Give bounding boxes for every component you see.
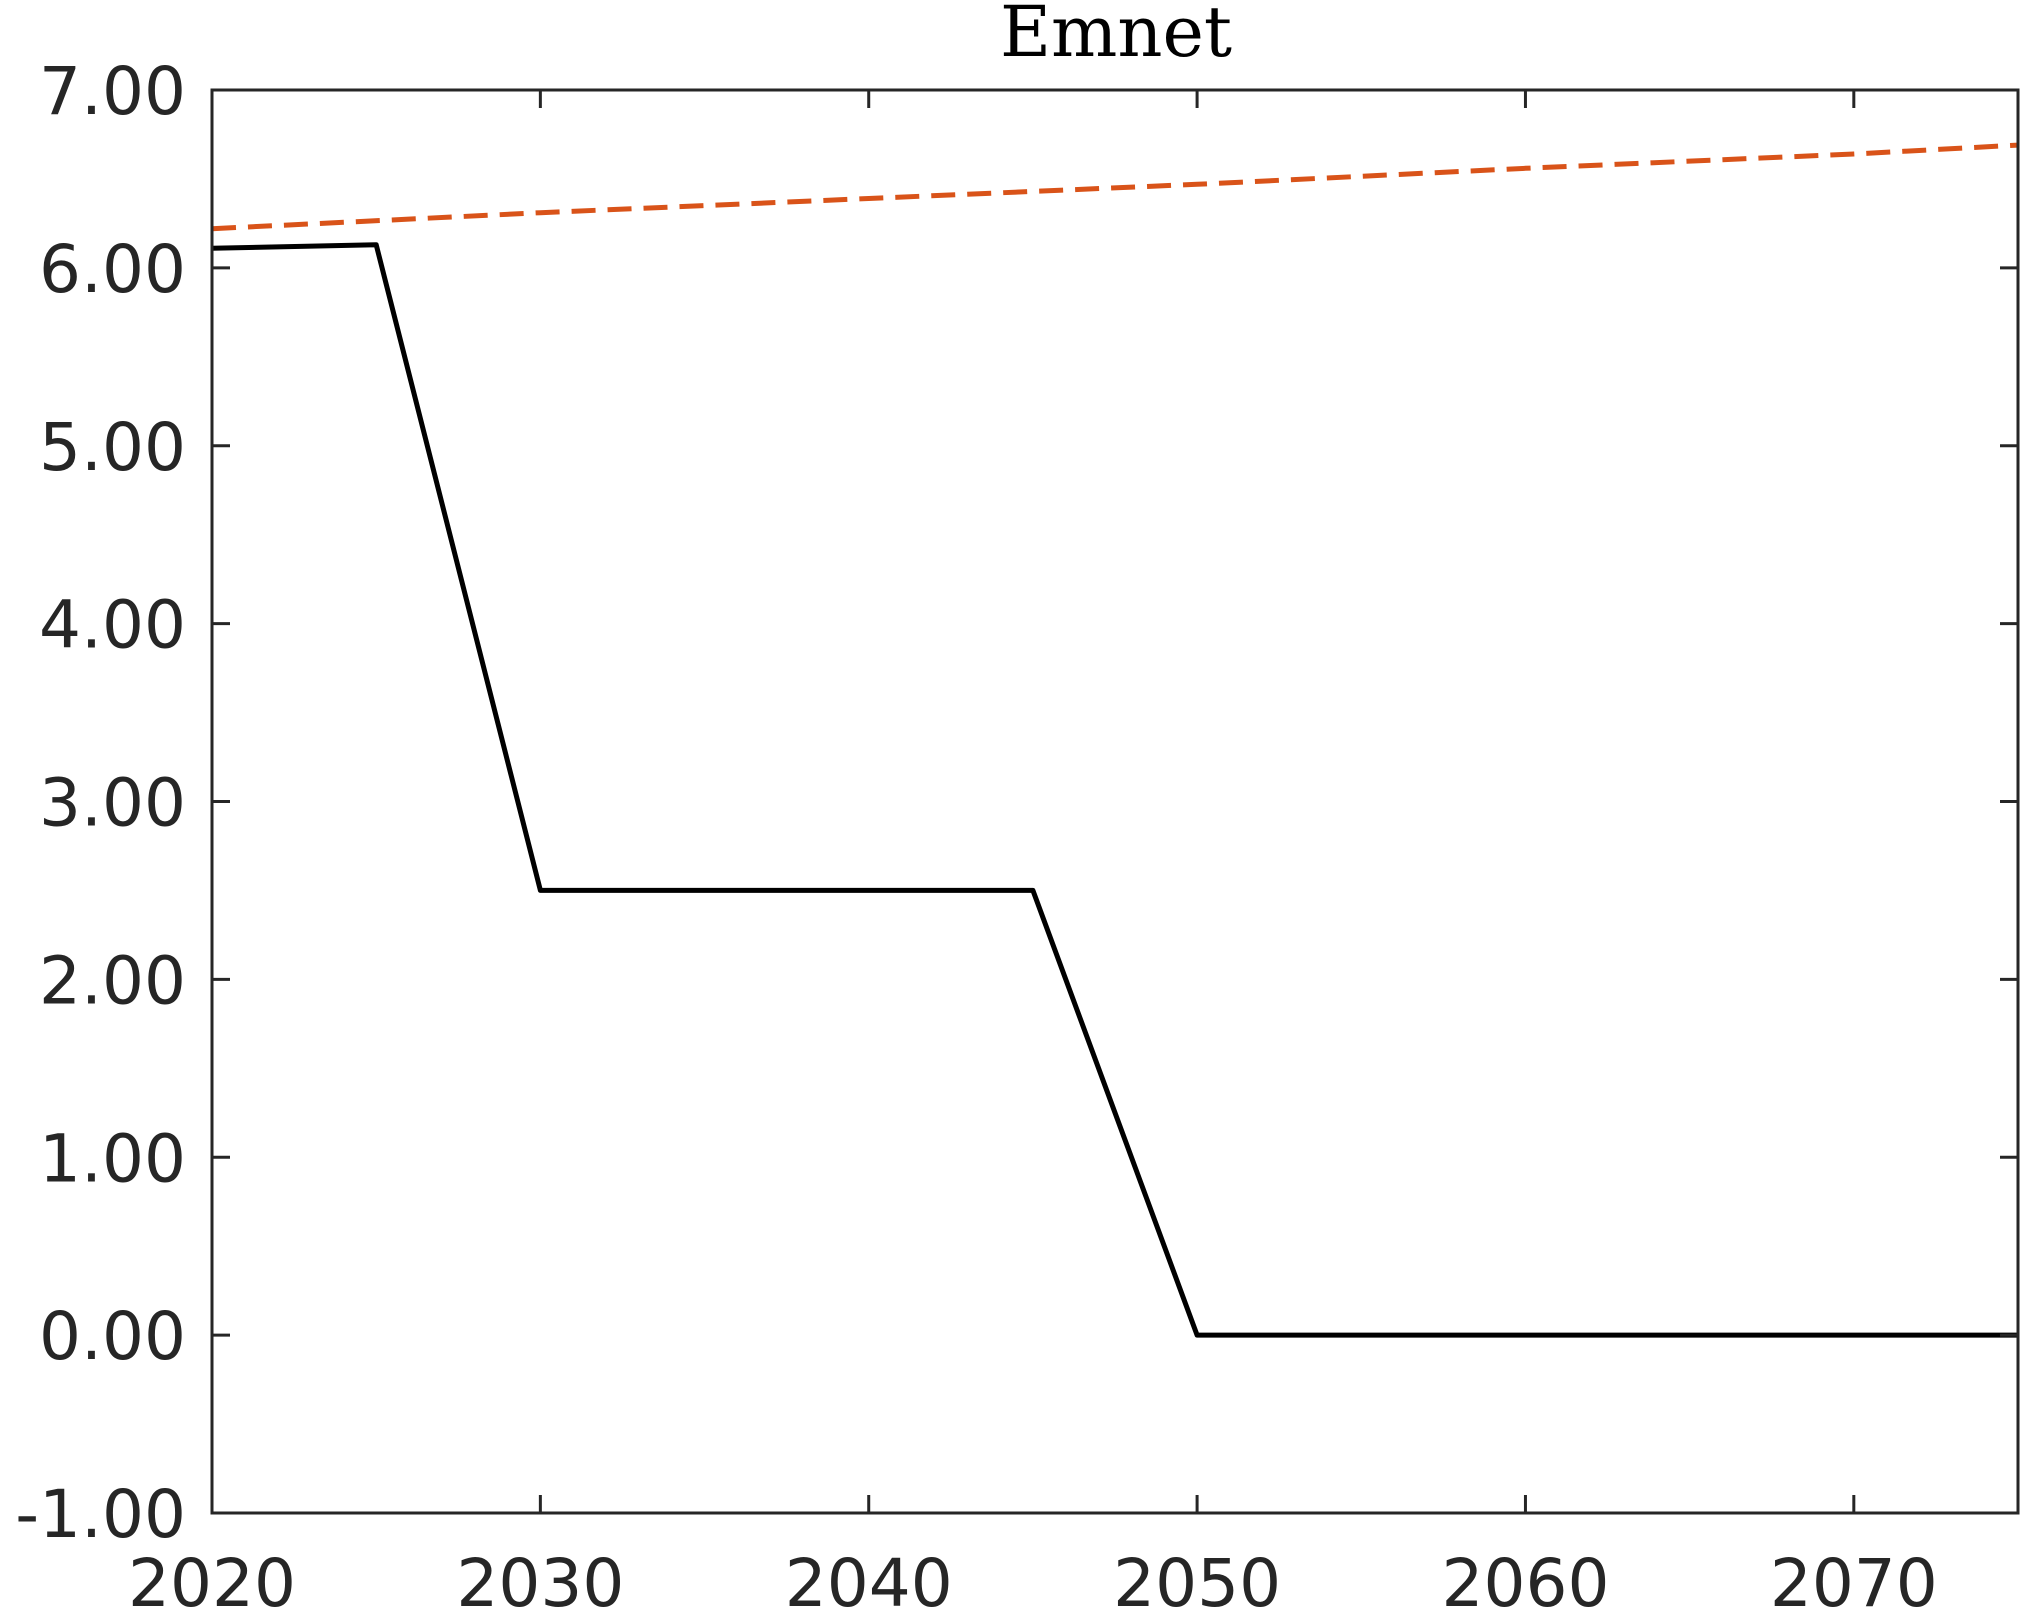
- x-tick-label: 2020: [128, 1545, 296, 1612]
- x-tick-label: 2030: [456, 1545, 624, 1612]
- y-tick-label: 1.00: [39, 1120, 186, 1197]
- series-line-0: [211, 242, 2018, 1338]
- y-tick-label: 6.00: [39, 231, 186, 308]
- x-tick-label: 2070: [1770, 1545, 1938, 1612]
- x-axis: 2020 2030 2040 2050 2060 2070: [128, 90, 1938, 1612]
- plot-area-frame: [210, 88, 2020, 1515]
- y-tick-label: 2.00: [39, 942, 186, 1019]
- y-tick-label: 4.00: [39, 587, 186, 664]
- x-tick-label: 2060: [1441, 1545, 1609, 1612]
- series-layer: [211, 142, 2019, 1338]
- x-tick-label: 2040: [785, 1545, 953, 1612]
- x-tick-label: 2050: [1113, 1545, 1281, 1612]
- y-tick-label: 3.00: [39, 765, 186, 842]
- y-tick-label: -1.00: [15, 1476, 186, 1553]
- y-tick-label: 7.00: [39, 53, 186, 130]
- y-tick-label: 0.00: [39, 1298, 186, 1375]
- chart-title: Emnet: [1000, 0, 1232, 73]
- series-line-1: [211, 142, 2019, 232]
- y-axis: -1.00 0.00 1.00 2.00 3.00 4.00 5.00 6.00 7.00: [15, 53, 2018, 1553]
- y-tick-label: 5.00: [39, 409, 186, 486]
